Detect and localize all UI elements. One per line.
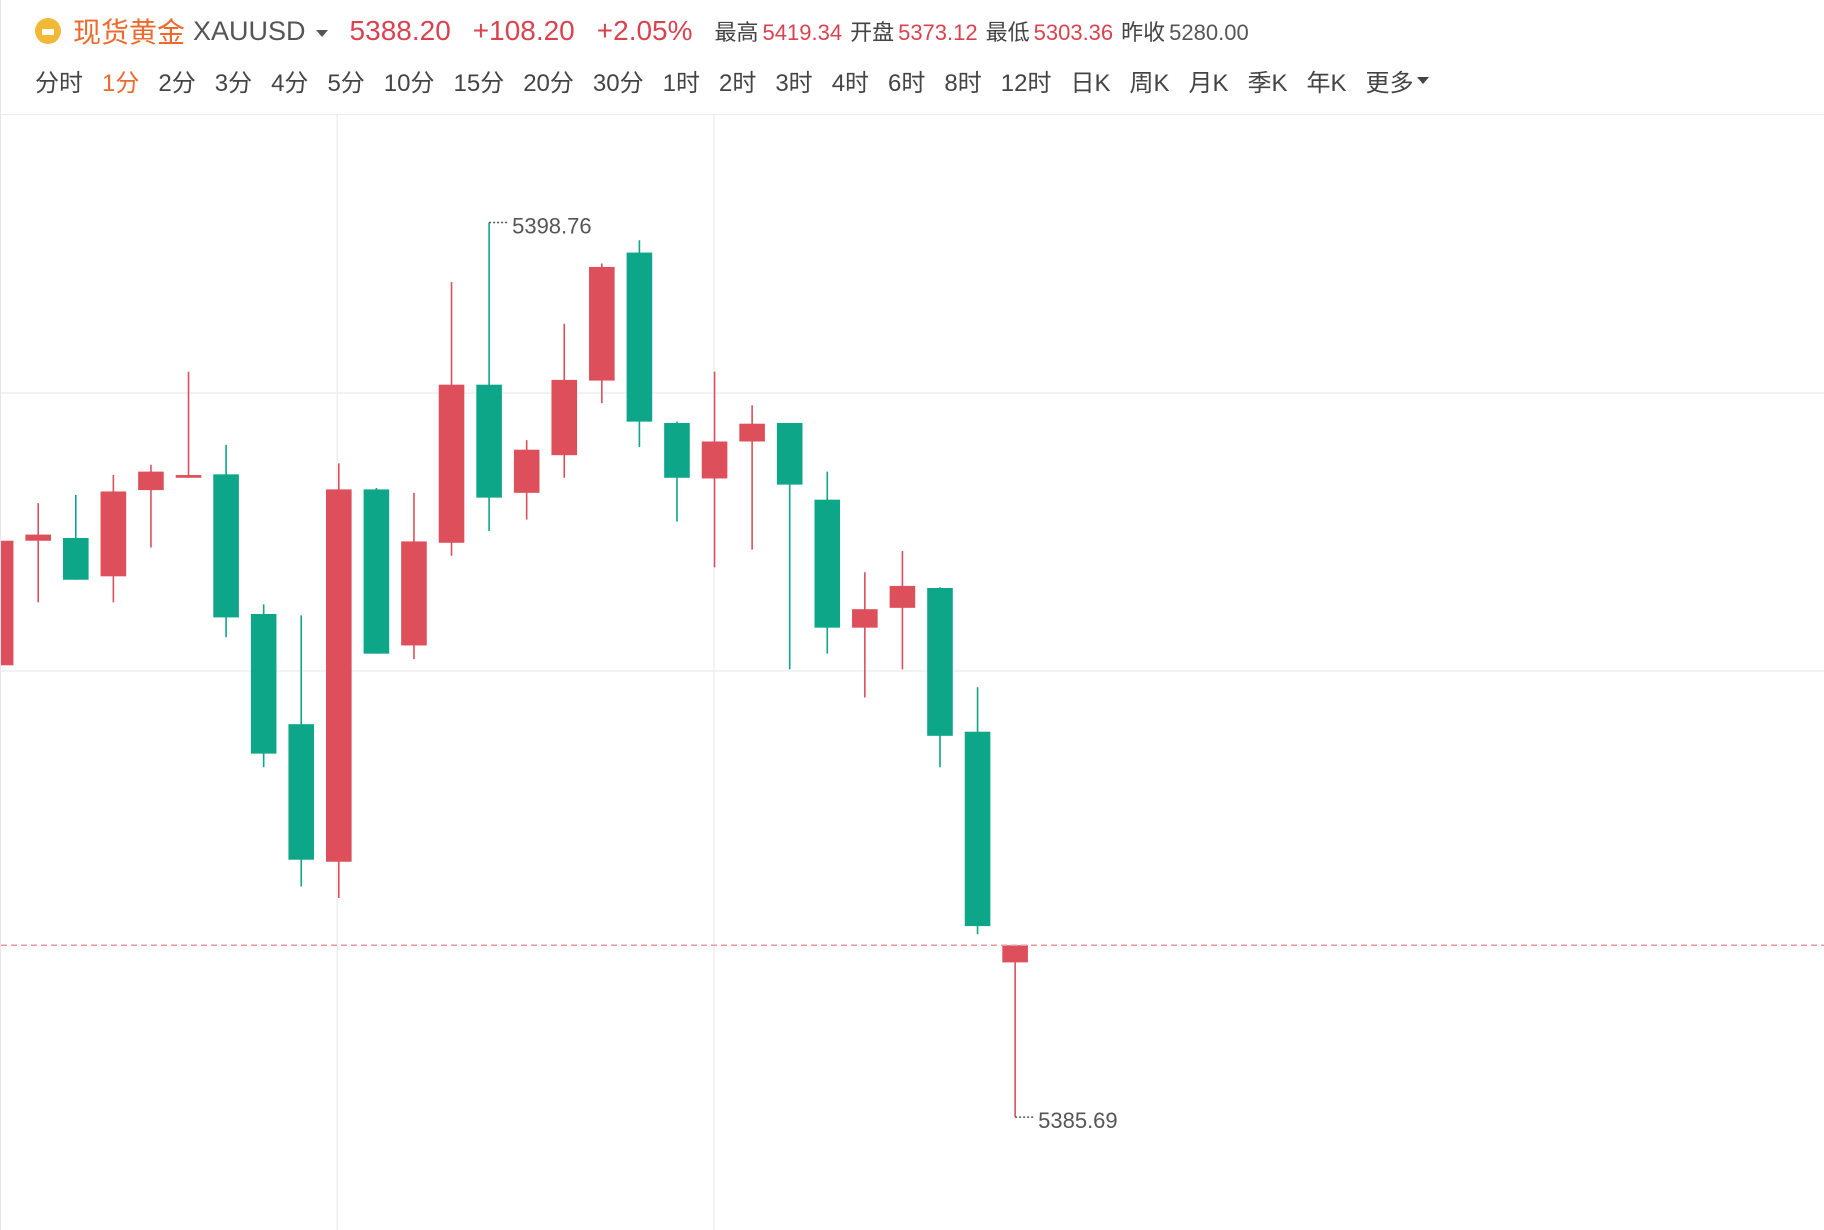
candle-body [852,609,878,628]
candle-body [288,724,315,860]
candle-body [363,489,390,654]
candle-body [551,379,578,456]
candle-body [889,585,916,608]
extreme-label: 5385.69 [1038,1108,1118,1133]
candle-body [250,613,277,754]
period-tab[interactable]: 3分 [214,69,253,97]
period-tab[interactable]: 季K [1247,69,1288,97]
stat-label: 昨收 [1121,20,1166,45]
candle-body [1,540,14,666]
period-tab[interactable]: 6时 [888,69,926,97]
candle-body [63,538,89,580]
candle-body [175,475,202,478]
symbol[interactable]: XAUUSD [193,15,306,46]
period-tab[interactable]: 分时 [35,69,83,97]
period-tab[interactable]: 2分 [158,69,196,97]
stat-value: 5419.34 [762,20,843,45]
stat: 开盘 5373.12 [850,15,978,47]
period-tab[interactable]: 12时 [1000,69,1052,97]
period-tab[interactable]: 20分 [523,69,574,97]
candle-body [1002,945,1028,963]
stat: 最低 5303.36 [986,15,1114,47]
stat-value: 5280.00 [1169,20,1249,45]
change-pct: +2.05% [596,15,693,46]
chart: 5398.76 5385.69 [1,114,1824,1230]
candle-body [100,491,127,577]
period-tab[interactable]: 3时 [775,69,813,97]
last-price: 5388.20 [349,15,451,46]
period-tab[interactable]: 年K [1306,69,1347,97]
stats: 最高 5419.34 开盘 5373.12 最低 5303.36 昨收 5280.00 [715,15,1257,47]
candle-body [776,423,803,485]
period-tab[interactable]: 2时 [718,69,757,97]
stat: 最高 5419.34 [715,15,843,47]
stat: 昨收 5280.00 [1121,15,1249,47]
stat-label: 开盘 [850,20,895,45]
candle-body [476,384,502,498]
candle-body [438,384,465,543]
candle-body [739,423,765,442]
instrument-name[interactable]: 现货黄金 [73,17,186,48]
quote-header: 现货黄金 XAUUSD 5388.20 +108.20 +2.05% 最高 541… [35,12,1257,50]
period-tab[interactable]: 4分 [271,69,309,97]
period-tab[interactable]: 日K [1070,69,1111,97]
candle-body [814,499,841,628]
candle-body [927,587,953,736]
period-tabs: 分时 1分 2分 3分 4分 5分 10分 15分 20分 30分 1时 2时 3时 4时 6时 8时 12时日… [35,62,1429,98]
candle-body [701,441,728,479]
period-tab[interactable]: 30分 [592,69,644,97]
candle-body [138,471,164,491]
period-tab[interactable]: 10分 [383,69,435,97]
stat-label: 最低 [985,20,1030,45]
dropdown-arrow[interactable] [315,29,328,37]
more-button[interactable]: 更多 [1366,63,1429,98]
period-tab[interactable]: 4时 [831,69,870,97]
candle-body [626,252,653,422]
candle-body [589,266,615,381]
candle-body [401,541,427,646]
candle-body [513,449,540,493]
candle-body [213,474,239,618]
candle-body [964,731,991,927]
period-tab[interactable]: 15分 [453,69,505,97]
period-tab[interactable]: 1分 [102,69,140,97]
period-tab[interactable]: 1时 [662,69,700,97]
stat-value: 5373.12 [898,20,978,45]
candle-body [664,423,690,478]
candle-body [25,534,52,541]
stat-value: 5303.36 [1033,20,1114,45]
gold-icon [35,18,61,44]
period-tab[interactable]: 5分 [327,69,365,97]
stat-label: 最高 [714,20,759,45]
period-tab[interactable]: 周K [1129,69,1170,97]
candle-body [326,489,352,862]
extreme-label: 5398.76 [512,213,592,238]
period-tab[interactable]: 月K [1188,69,1229,97]
period-tab[interactable]: 8时 [944,69,982,97]
change: +108.20 [472,15,575,46]
